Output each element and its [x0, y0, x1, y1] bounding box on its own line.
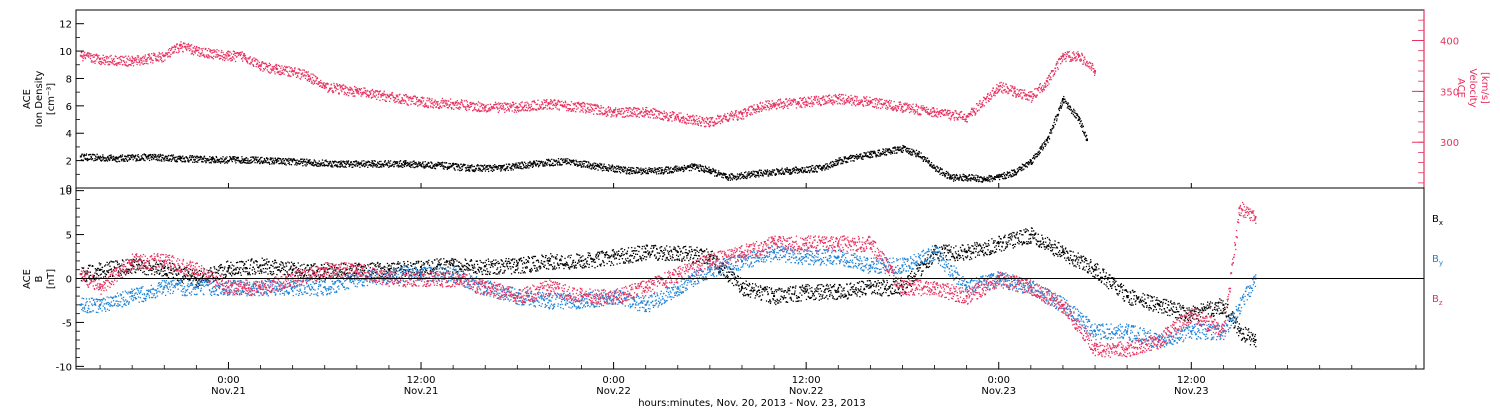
- top-left-tick-label-3: 6: [66, 102, 72, 113]
- data-point-bottom-0-19: [677, 251, 679, 253]
- x-tick-date-2: Nov.22: [596, 386, 631, 397]
- data-point-bottom-2-24: [837, 242, 839, 244]
- legend-By: By: [1432, 254, 1443, 267]
- top-left-axis-label-2: [cm⁻³]: [46, 83, 57, 115]
- series-bottom-2: [80, 202, 1257, 358]
- x-axis-label: hours:minutes, Nov. 20, 2013 - Nov. 23, …: [638, 398, 866, 409]
- top-right-tick-label-0: 300: [1440, 138, 1459, 149]
- data-point-bottom-1-26: [901, 264, 903, 266]
- data-point-bottom-0-5: [227, 267, 229, 269]
- data-point-bottom-2-32: [1094, 348, 1096, 350]
- top-left-tick-label-1: 2: [66, 157, 72, 168]
- x-tick-time-4: 0:00: [988, 375, 1010, 386]
- bottom-left-tick-label-1: -5: [62, 318, 72, 329]
- top-right-tick-label-2: 400: [1440, 37, 1459, 48]
- data-point-top-1-36: [998, 85, 1000, 87]
- data-point-bottom-2-37: [1238, 207, 1240, 209]
- data-point-top-1-6: [227, 55, 229, 57]
- bottom-left-tick-label-3: 5: [66, 231, 72, 242]
- data-point-bottom-1-15: [548, 299, 550, 301]
- data-point-top-0-0: [80, 156, 82, 158]
- bottom-left-axis-label-1: B: [34, 275, 45, 282]
- data-point-bottom-2-16: [581, 295, 583, 297]
- data-point-top-1-25: [709, 121, 711, 123]
- data-point-bottom-2-0: [80, 273, 82, 275]
- x-tick-date-3: Nov.22: [789, 386, 824, 397]
- top-right-axis-label-1: Velocity: [1467, 68, 1478, 107]
- scatter-trace-bottom-2: [81, 202, 1257, 358]
- bottom-left-tick-label-4: 10: [59, 187, 72, 198]
- x-tick-date-0: Nov.21: [211, 386, 246, 397]
- top-left-tick-label-2: 4: [66, 129, 72, 140]
- x-tick-time-5: 12:00: [1177, 375, 1206, 386]
- top-left-tick-label-4: 8: [66, 74, 72, 85]
- data-point-bottom-0-24: [837, 291, 839, 293]
- data-point-bottom-0-36: [1222, 304, 1224, 306]
- data-point-bottom-2-27: [934, 286, 936, 288]
- top-left-axis-label-0: ACE: [22, 89, 33, 109]
- series-top-1: [80, 41, 1096, 127]
- data-layer: [80, 41, 1257, 358]
- legend-Bx: Bx: [1432, 214, 1443, 227]
- data-point-top-1-0: [80, 55, 82, 57]
- top-right-axis-label-2: [km/s]: [1479, 72, 1490, 104]
- data-point-top-1-37: [1014, 90, 1016, 92]
- data-point-bottom-2-2: [131, 260, 133, 262]
- bottom-left-tick-label-0: -10: [56, 362, 72, 373]
- data-point-bottom-0-38: [1255, 339, 1257, 341]
- x-tick-time-2: 0:00: [602, 375, 624, 386]
- x-tick-time-0: 0:00: [217, 375, 239, 386]
- top-left-tick-label-6: 12: [59, 20, 72, 31]
- x-tick-date-1: Nov.21: [404, 386, 439, 397]
- axes-layer: [76, 10, 1424, 369]
- data-point-bottom-1-33: [1126, 330, 1128, 332]
- bottom-left-axis-label-0: ACE: [22, 269, 33, 289]
- x-tick-date-5: Nov.23: [1174, 386, 1209, 397]
- top-right-axis-label-0: ACE: [1455, 78, 1466, 98]
- top-left-axis-label-1: Ion Density: [34, 71, 45, 128]
- data-point-bottom-2-15: [548, 286, 550, 288]
- text-layer: hours:minutes, Nov. 20, 2013 - Nov. 23, …: [22, 20, 1490, 409]
- data-point-bottom-2-26: [901, 286, 903, 288]
- data-point-top-0-37: [1062, 98, 1064, 100]
- data-point-bottom-2-22: [773, 242, 775, 244]
- data-point-bottom-0-18: [645, 251, 647, 253]
- bottom-left-axis-label-2: [nT]: [46, 269, 57, 289]
- data-point-bottom-0-30: [1030, 234, 1032, 236]
- x-tick-time-3: 12:00: [792, 375, 821, 386]
- data-point-bottom-0-17: [613, 256, 615, 258]
- data-point-bottom-2-36: [1222, 330, 1224, 332]
- data-point-bottom-1-2: [131, 295, 133, 297]
- data-point-bottom-2-19: [677, 273, 679, 275]
- data-point-bottom-2-30: [1030, 286, 1032, 288]
- bottom-left-tick-label-2: 0: [66, 275, 72, 286]
- top-left-tick-label-5: 10: [59, 47, 72, 58]
- scatter-trace-top-1: [81, 41, 1096, 127]
- x-tick-time-1: 12:00: [407, 375, 436, 386]
- legend-Bz: Bz: [1432, 294, 1443, 307]
- data-point-bottom-2-5: [227, 286, 229, 288]
- data-point-bottom-1-28: [966, 286, 968, 288]
- x-tick-date-4: Nov.23: [981, 386, 1016, 397]
